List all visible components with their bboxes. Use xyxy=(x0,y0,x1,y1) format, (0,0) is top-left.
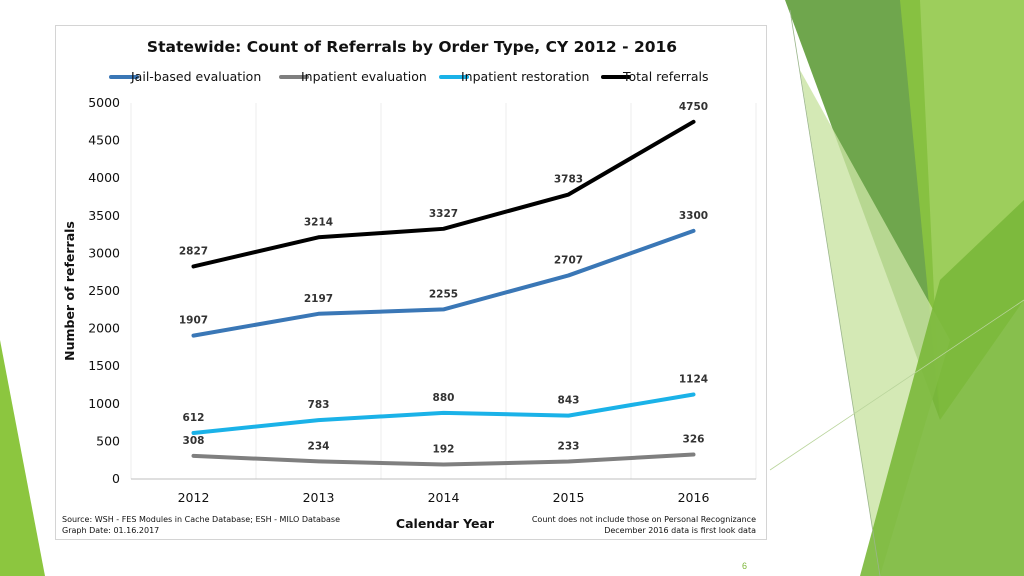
data-label: 2197 xyxy=(304,293,333,305)
data-label: 3783 xyxy=(554,174,583,186)
series-line xyxy=(191,392,696,435)
data-label: 783 xyxy=(308,399,330,411)
page-number: 6 xyxy=(742,561,748,571)
y-tick-label: 1000 xyxy=(88,396,120,411)
x-tick-label: 2016 xyxy=(678,490,710,505)
data-label: 3214 xyxy=(304,216,333,228)
data-label: 2707 xyxy=(554,254,583,266)
decor-line xyxy=(769,299,1024,471)
decor-line xyxy=(789,9,881,576)
data-label: 234 xyxy=(308,440,330,452)
data-label: 1124 xyxy=(679,373,708,385)
graph-date-note: Graph Date: 01.16.2017 xyxy=(62,526,159,535)
data-label: 4750 xyxy=(679,101,708,113)
x-tick-label: 2013 xyxy=(303,490,335,505)
line-chart: Statewide: Count of Referrals by Order T… xyxy=(62,38,757,535)
green-shape-corner xyxy=(0,340,45,576)
data-label: 843 xyxy=(558,395,580,407)
x-axis-title: Calendar Year xyxy=(396,516,495,531)
series-line xyxy=(191,452,696,467)
data-label: 326 xyxy=(683,433,705,445)
data-label: 612 xyxy=(183,412,205,424)
series-lines xyxy=(191,119,696,467)
x-tick-label: 2015 xyxy=(553,490,585,505)
data-labels: 1907 2197 2255 2707 3300 308 234 192 233 326 612 78… xyxy=(179,101,708,456)
y-tick-label: 2000 xyxy=(88,321,120,336)
data-label: 233 xyxy=(558,440,580,452)
data-label: 308 xyxy=(183,435,205,447)
x-tick-label: 2014 xyxy=(428,490,460,505)
y-tick-label: 3000 xyxy=(88,245,120,260)
y-tick-label: 4000 xyxy=(88,170,120,185)
legend-label: Inpatient evaluation xyxy=(301,69,427,84)
green-shape-bright xyxy=(860,200,1024,576)
y-axis-title: Number of referrals xyxy=(62,221,77,361)
y-axis-ticks: 0 500 1000 1500 2000 2500 3000 3500 4000 4500 5000 xyxy=(88,95,120,486)
y-tick-label: 3500 xyxy=(88,208,120,223)
legend-label: Total referrals xyxy=(622,69,709,84)
data-label: 1907 xyxy=(179,315,208,327)
data-label: 2255 xyxy=(429,288,458,300)
x-tick-label: 2012 xyxy=(178,490,210,505)
data-label: 880 xyxy=(433,392,455,404)
legend: Jail-based evaluation Inpatient evaluatio… xyxy=(109,69,709,84)
data-label: 192 xyxy=(433,444,455,456)
data-label: 2827 xyxy=(179,245,208,257)
caveat-note: Count does not include those on Personal… xyxy=(532,515,756,524)
chart-title: Statewide: Count of Referrals by Order T… xyxy=(147,38,677,56)
y-tick-label: 5000 xyxy=(88,95,120,110)
series-line xyxy=(191,228,696,338)
x-axis-ticks: 2012 2013 2014 2015 2016 xyxy=(178,490,710,505)
y-tick-label: 0 xyxy=(112,471,120,486)
source-note: Source: WSH - FES Modules in Cache Datab… xyxy=(62,515,340,524)
data-label: 3327 xyxy=(429,208,458,220)
caveat-note-2: December 2016 data is first look data xyxy=(604,526,756,535)
legend-label: Jail-based evaluation xyxy=(130,69,261,84)
y-tick-label: 500 xyxy=(96,433,120,448)
series-line xyxy=(191,119,696,269)
y-tick-label: 2500 xyxy=(88,283,120,298)
chart-card: Statewide: Count of Referrals by Order T… xyxy=(55,25,767,540)
legend-label: Inpatient restoration xyxy=(461,69,589,84)
y-tick-label: 1500 xyxy=(88,358,120,373)
y-tick-label: 4500 xyxy=(88,133,120,148)
data-label: 3300 xyxy=(679,210,708,222)
